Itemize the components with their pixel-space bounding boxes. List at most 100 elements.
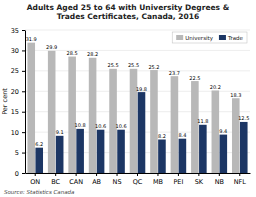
tick-label: 30 — [11, 47, 19, 55]
bar — [158, 139, 166, 173]
tick: 30 — [11, 47, 25, 55]
tick: NS — [113, 173, 122, 186]
bar — [97, 130, 105, 173]
series — [35, 92, 247, 173]
legend-frame — [172, 32, 247, 43]
bar — [212, 90, 220, 173]
bar — [240, 122, 248, 173]
legend-label: University — [185, 35, 213, 42]
tick: 0 — [15, 170, 25, 178]
data-label: 25.2 — [148, 64, 159, 70]
tick-label: SK — [195, 178, 204, 186]
tick-label: 10 — [11, 129, 19, 137]
grid-line — [25, 50, 250, 51]
legend-label: Trade — [227, 35, 244, 41]
tick: ON — [30, 173, 40, 186]
tick-label: 5 — [15, 149, 19, 157]
data-label: 25.5 — [128, 62, 139, 68]
data-label: 11.8 — [197, 118, 208, 124]
x-axis: ON BC CAN AB NS QC MB PEI SK NB NFL — [26, 173, 251, 186]
data-label: 28.5 — [67, 50, 78, 56]
axis-title: Per cent — [1, 88, 9, 115]
tick: 15 — [11, 108, 25, 116]
tick-mark — [22, 153, 25, 154]
data-label: 28.2 — [87, 51, 98, 57]
data-label: 18.3 — [230, 92, 241, 98]
tick: 25 — [11, 67, 25, 75]
data-label: 9.1 — [56, 129, 64, 135]
tick-mark — [55, 173, 56, 176]
tick: NB — [215, 173, 224, 186]
bar — [48, 51, 56, 173]
tick-mark — [96, 173, 97, 176]
data-label: 9.4 — [219, 128, 227, 134]
y-axis: 0 5 10 15 20 25 30 35 — [11, 27, 26, 178]
tick-label: NFL — [234, 178, 247, 186]
data-label: 10.6 — [95, 123, 106, 129]
tick-label: 0 — [15, 170, 19, 178]
tick-label: ON — [30, 178, 40, 186]
data-labels: 31.929.928.528.225.525.525.223.722.520.2… — [26, 36, 250, 147]
bar — [138, 92, 146, 173]
tick: 20 — [11, 88, 25, 96]
tick: MB — [153, 173, 163, 186]
tick-mark — [22, 71, 25, 72]
bar — [171, 76, 179, 173]
legend-item: University — [176, 35, 213, 42]
tick-label: AB — [92, 178, 101, 186]
bar — [117, 130, 125, 173]
tick-mark — [117, 173, 118, 176]
tick: AB — [92, 173, 101, 186]
tick: PEI — [173, 173, 183, 186]
series — [27, 43, 239, 173]
legend-swatch — [219, 35, 226, 40]
tick-mark — [137, 173, 138, 176]
tick: QC — [133, 173, 143, 186]
data-label: 8.2 — [158, 133, 166, 139]
bar — [191, 81, 199, 173]
data-label: 10.6 — [115, 123, 126, 129]
bar — [76, 129, 84, 173]
bar — [130, 69, 138, 173]
tick-label: NB — [215, 178, 224, 186]
tick-label: PEI — [173, 178, 183, 186]
tick-mark — [22, 50, 25, 51]
tick-label: BC — [51, 178, 60, 186]
tick: NFL — [234, 173, 247, 186]
tick: CAN — [69, 173, 83, 186]
legend-item: Trade — [219, 35, 244, 41]
tick-mark — [157, 173, 158, 176]
title-line: Adults Aged 25 to 64 with University Deg… — [27, 3, 230, 12]
tick-mark — [22, 30, 25, 31]
bar — [68, 57, 76, 173]
bar — [109, 69, 117, 173]
grid-line — [25, 70, 250, 71]
tick-label: CAN — [69, 178, 83, 186]
title: Adults Aged 25 to 64 with University Deg… — [27, 3, 230, 21]
tick-label: 25 — [11, 67, 19, 75]
bar — [150, 70, 158, 173]
tick: BC — [51, 173, 60, 186]
data-label: 22.5 — [189, 75, 200, 81]
legend-swatch — [176, 35, 183, 40]
data-label: 12.5 — [238, 115, 249, 121]
legend: University Trade — [172, 32, 247, 43]
tick-mark — [76, 173, 77, 176]
bar — [220, 135, 228, 173]
tick-mark — [35, 173, 36, 176]
data-label: 29.9 — [46, 44, 57, 50]
tick-label: MB — [153, 178, 163, 186]
grid — [25, 30, 250, 173]
data-label: 6.2 — [35, 141, 43, 147]
bar — [232, 98, 240, 173]
plot: 31.929.928.528.225.525.525.223.722.520.2… — [1, 27, 251, 186]
bars — [27, 43, 247, 173]
tick: SK — [195, 173, 204, 186]
data-label: 19.8 — [136, 86, 147, 92]
tick: 35 — [11, 27, 25, 35]
data-label: 25.5 — [107, 62, 118, 68]
bar — [56, 136, 64, 173]
tick-mark — [22, 91, 25, 92]
data-label: 31.9 — [26, 36, 37, 42]
title-line: Trades Certificates, Canada, 2016 — [57, 12, 199, 21]
